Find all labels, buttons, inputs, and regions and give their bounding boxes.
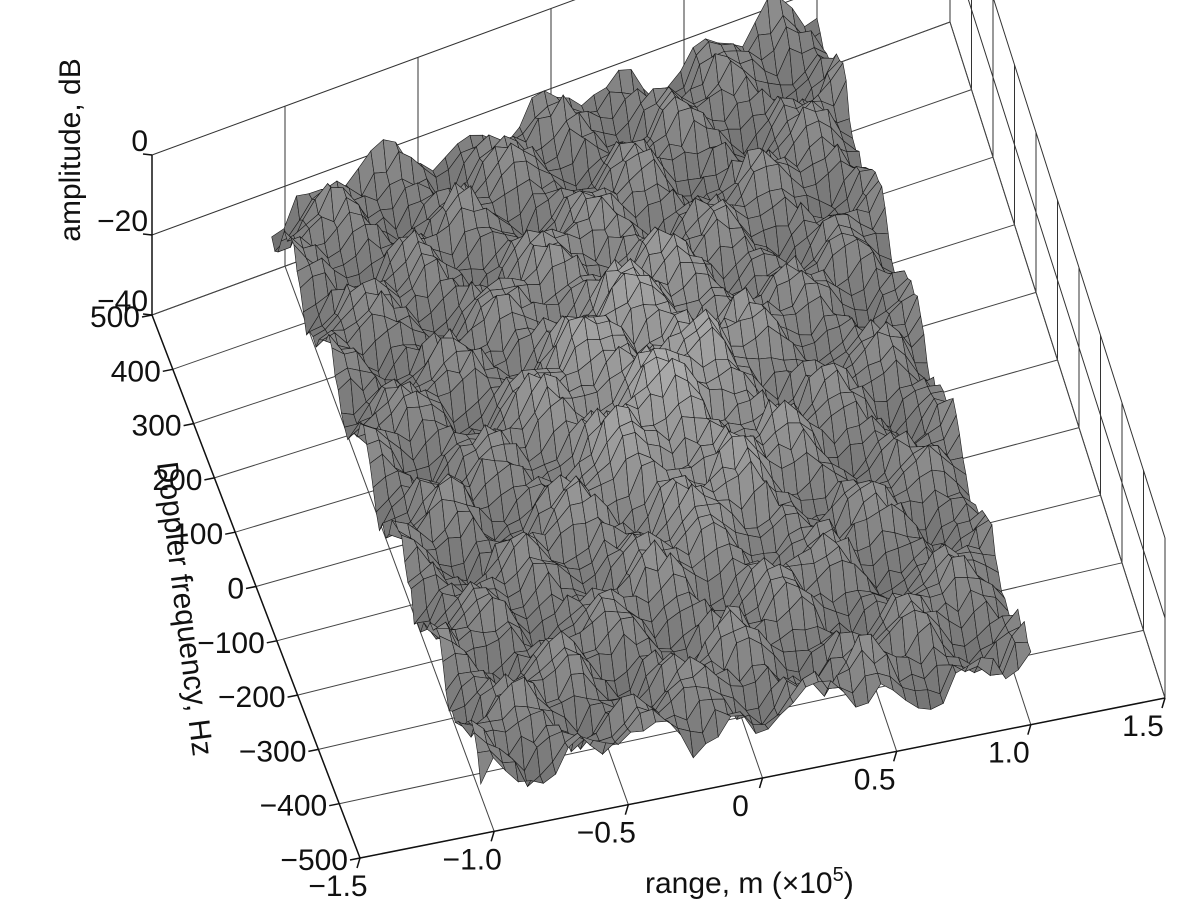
z-tick: [142, 153, 153, 156]
x-tick: [1161, 697, 1166, 709]
x-tick-label: 0: [732, 790, 749, 823]
y-tick-label: −300: [239, 735, 307, 768]
y-tick: [266, 640, 277, 644]
y-tick: [204, 477, 215, 481]
y-tick-label: 300: [132, 410, 182, 443]
y-tick-label: 400: [111, 355, 161, 388]
y-tick-label: −100: [197, 627, 265, 660]
x-tick: [356, 857, 361, 869]
surface-cell: [1014, 641, 1032, 671]
y-tick: [183, 422, 194, 427]
x-tick-label: 1.0: [988, 737, 1030, 770]
y-tick-label: 200: [152, 464, 202, 497]
x-tick: [490, 831, 495, 842]
z-axis-ticks: −40 −20 0: [97, 125, 153, 318]
x-axis-label-main: range, m (×10: [645, 867, 833, 900]
x-tick: [624, 804, 630, 815]
surface-cell: [477, 750, 494, 786]
y-tick: [245, 585, 257, 590]
y-tick: [141, 314, 153, 318]
z-axis-label: amplitude, dB: [54, 58, 87, 241]
x-tick: [892, 751, 898, 762]
y-tick-label: 100: [173, 518, 223, 551]
wall-grid-line: [151, 0, 1166, 539]
y-tick-label: −200: [218, 681, 286, 714]
x-tick: [758, 777, 764, 789]
x-axis-label-exponent: 5: [833, 864, 844, 886]
x-axis-label-close: ): [844, 867, 854, 900]
surface-mesh: [271, 0, 1032, 788]
y-tick-label: −400: [260, 790, 328, 823]
z-tick: [142, 233, 153, 236]
x-axis-label: range, m (×105): [645, 864, 854, 900]
y-tick: [287, 694, 298, 698]
x-axis-ticks: −1.5 −1.0 −0.5 0 0.5 1.0 1.5: [308, 697, 1166, 902]
y-tick-label: −500: [280, 844, 348, 877]
y-tick-label: 500: [90, 301, 140, 334]
y-axis-label: Doppler frequency, Hz: [150, 460, 219, 758]
floor-grid-line: [284, 265, 495, 832]
y-tick: [225, 531, 236, 535]
y-tick: [308, 748, 319, 753]
x-tick-label: 1.5: [1122, 710, 1164, 743]
x-tick-label: −0.5: [577, 817, 636, 850]
y-tick: [329, 802, 340, 807]
z-tick-label: 0: [131, 125, 148, 158]
x-tick-label: −1.0: [443, 843, 502, 876]
z-tick-label: −20: [97, 205, 148, 238]
floor-grid-line: [949, 21, 1166, 699]
x-tick: [1027, 724, 1032, 735]
y-tick: [162, 368, 173, 373]
x-tick-label: 0.5: [854, 763, 896, 796]
y-tick-label: 0: [227, 573, 244, 606]
y-tick: [349, 857, 361, 861]
x-tick-label: −1.5: [308, 870, 367, 902]
z-tick-label: −40: [97, 285, 148, 318]
wall-grid-line: [151, 0, 1166, 619]
